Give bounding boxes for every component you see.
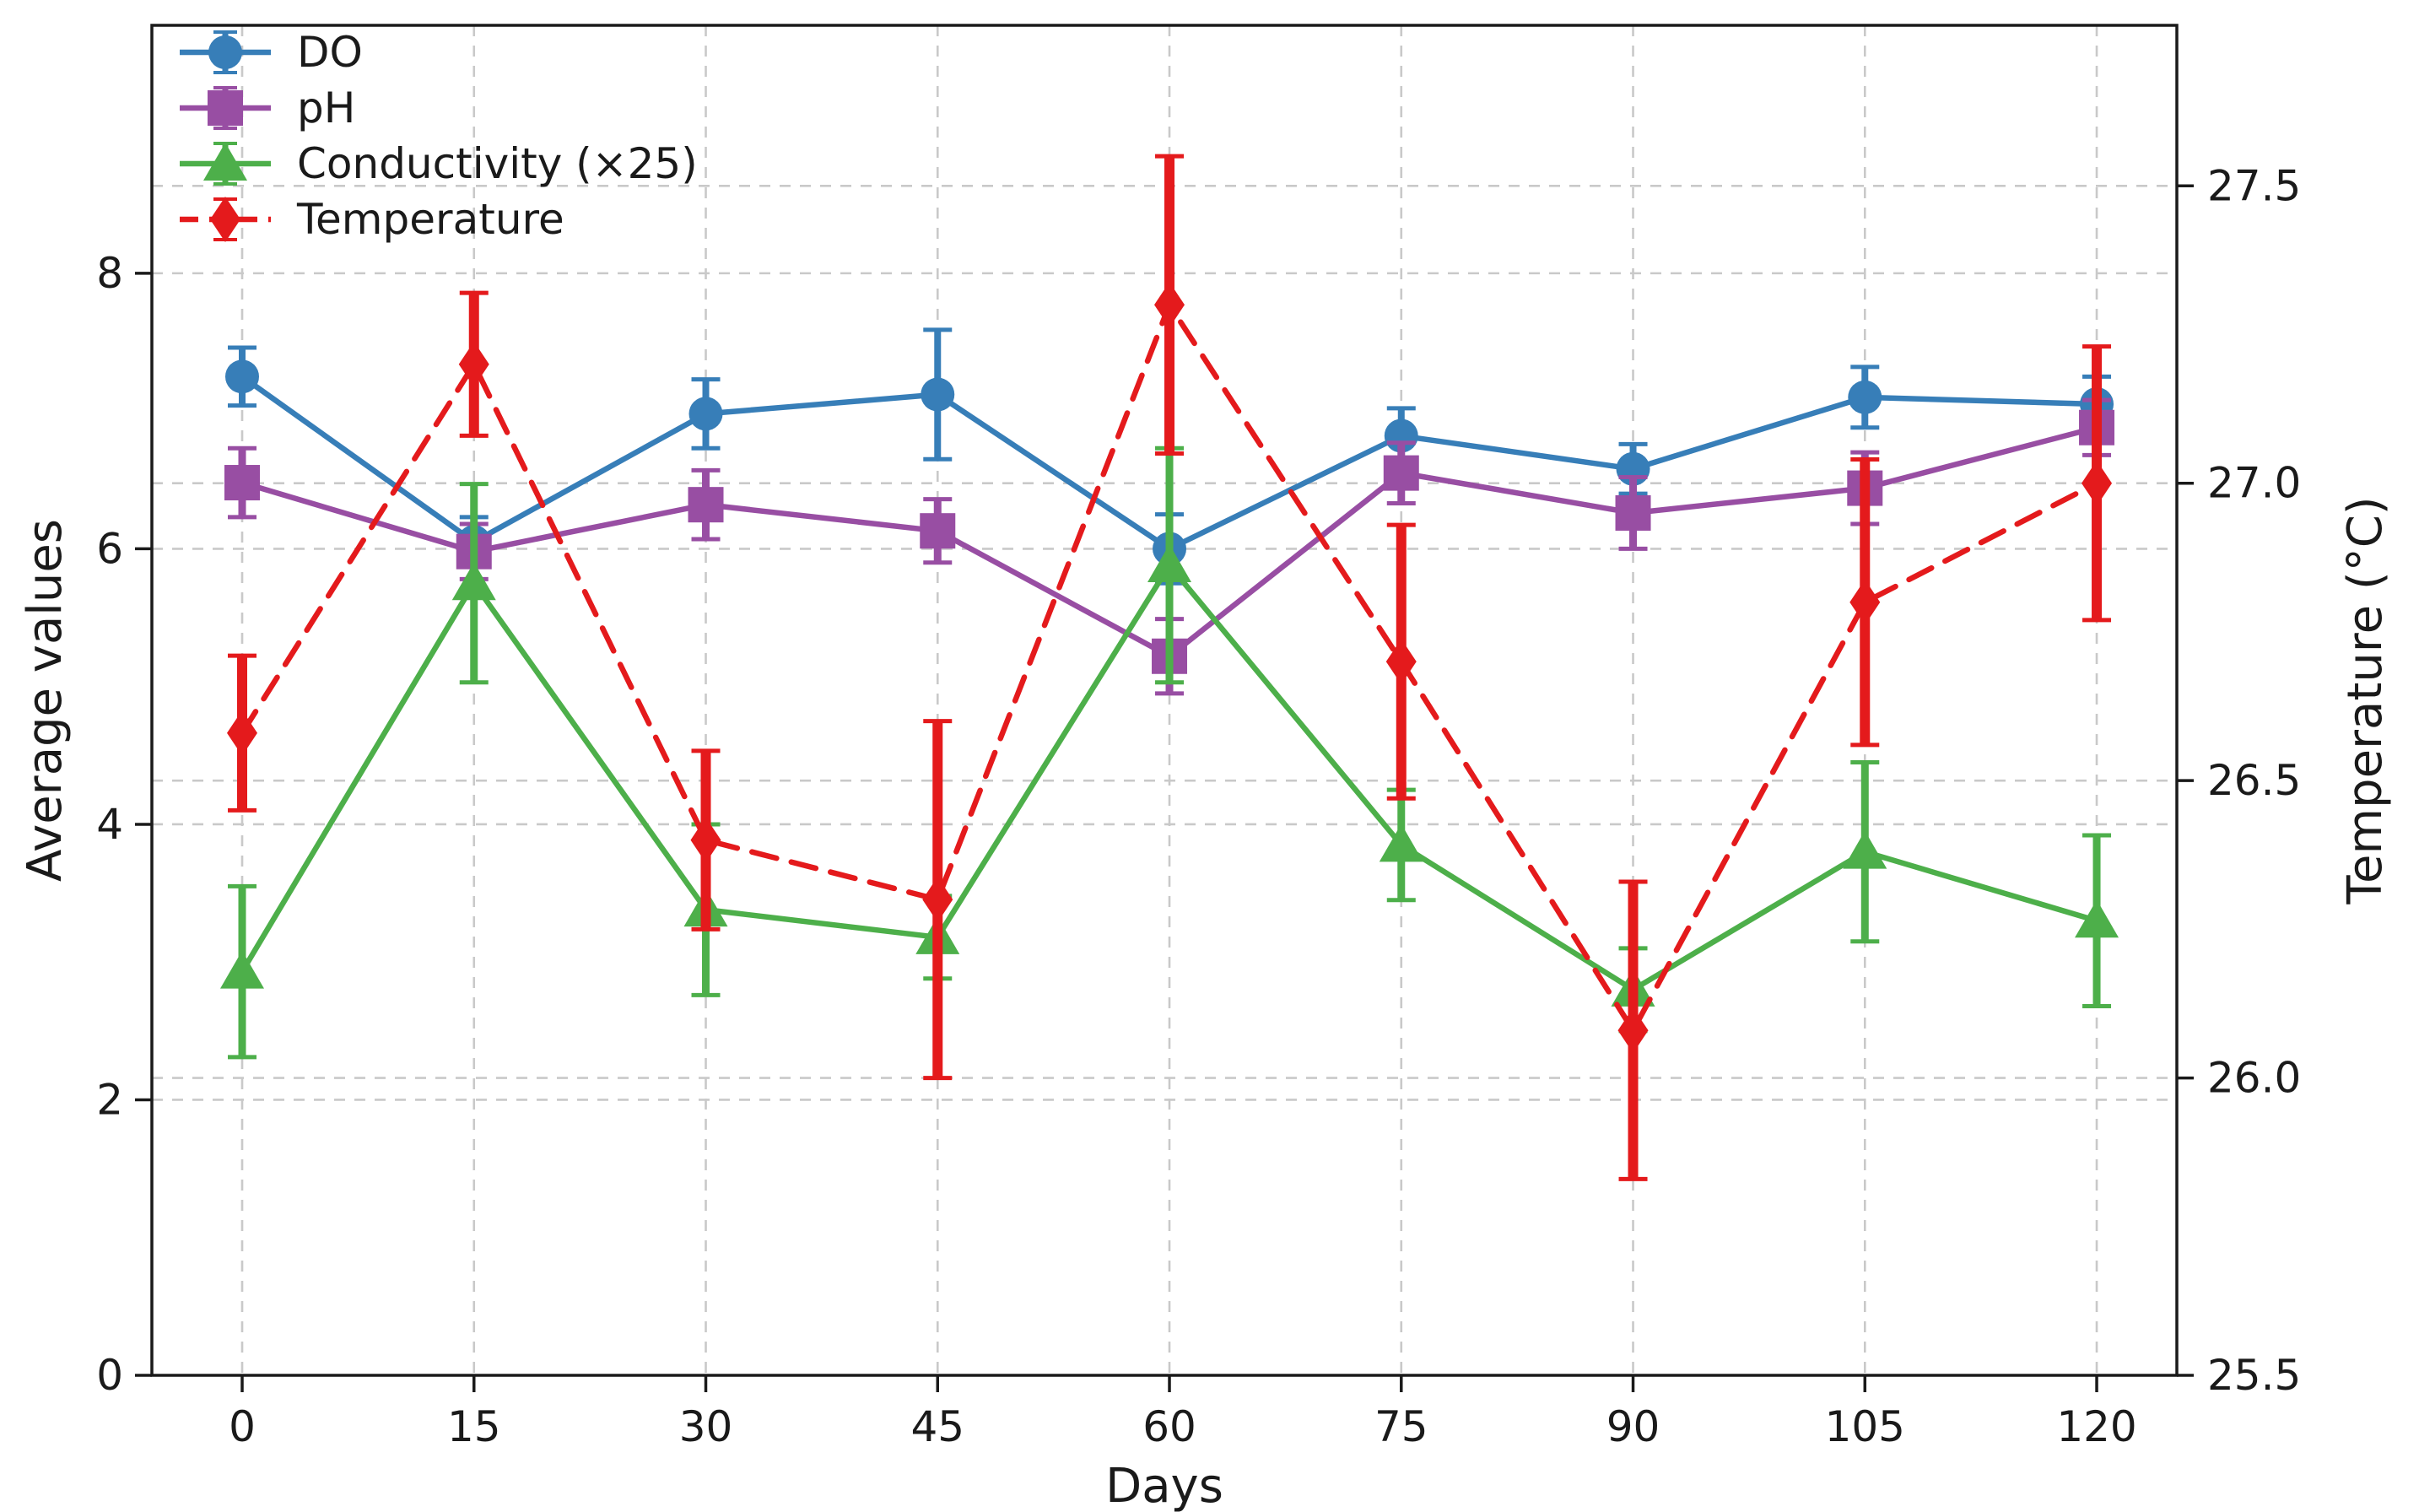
legend-label: Conductivity (×25) (297, 139, 698, 188)
x-axis: 0 15 30 45 60 75 90 105 120 Days (229, 1375, 2137, 1512)
legend-item-do: DO (180, 28, 363, 77)
x-tick-label: 105 (1825, 1402, 1905, 1451)
square-marker (1383, 455, 1419, 491)
legend-label: pH (297, 84, 355, 132)
diamond-marker (210, 197, 240, 242)
diamond-marker (1849, 579, 1881, 625)
triangle-marker (1147, 544, 1192, 582)
diamond-marker (1617, 1007, 1649, 1054)
x-tick-label: 30 (679, 1402, 733, 1451)
y-left-tick-label: 2 (96, 1075, 123, 1124)
legend: DO pH Conductivity (×25) Temperature (180, 28, 698, 244)
x-tick-label: 15 (447, 1402, 501, 1451)
y-axis-left-title: Average values (18, 519, 73, 882)
x-axis-title: Days (1105, 1459, 1223, 1512)
triangle-marker (1379, 824, 1423, 862)
series-temperature (227, 154, 2113, 1181)
circle-marker (208, 35, 242, 69)
square-marker (224, 465, 260, 501)
square-marker (920, 513, 956, 549)
y-axis-right-title: Temperature (°C) (2338, 496, 2393, 904)
y-right-tick-label: 26.0 (2207, 1054, 2301, 1103)
diamond-marker (690, 817, 721, 863)
legend-item-ph: pH (180, 84, 355, 132)
y-left-tick-label: 8 (96, 249, 123, 298)
diamond-marker (458, 341, 489, 387)
y-left-tick-label: 4 (96, 800, 123, 849)
triangle-marker (220, 950, 264, 989)
y-left-tick-label: 0 (96, 1351, 123, 1400)
circle-marker (1848, 380, 1882, 414)
legend-item-conductivity-25-: Conductivity (×25) (180, 139, 698, 188)
x-tick-label: 60 (1142, 1402, 1196, 1451)
y-left-tick-label: 6 (96, 524, 123, 573)
x-tick-label: 0 (229, 1402, 256, 1451)
diamond-marker (922, 877, 953, 923)
triangle-marker (1843, 830, 1887, 869)
y-right-tick-label: 25.5 (2207, 1351, 2301, 1400)
legend-label: Temperature (296, 195, 564, 244)
circle-marker (225, 359, 259, 394)
circle-marker (921, 377, 955, 412)
square-marker (208, 90, 243, 126)
triangle-marker (451, 562, 496, 601)
diamond-marker (1154, 282, 1185, 328)
diamond-marker (227, 710, 257, 756)
legend-label: DO (297, 28, 363, 77)
triangle-marker (203, 143, 247, 181)
y-right-tick-label: 26.5 (2207, 756, 2301, 805)
diamond-marker (2082, 460, 2113, 506)
circle-marker (688, 397, 723, 431)
square-marker (1615, 494, 1651, 531)
legend-item-temperature: Temperature (180, 195, 564, 244)
x-tick-label: 75 (1374, 1402, 1428, 1451)
triangle-marker (2075, 899, 2119, 938)
y-axis-right: 25.5 26.0 26.5 27.0 27.5 Temperature (°C) (2177, 161, 2393, 1400)
x-tick-label: 120 (2056, 1402, 2136, 1451)
x-tick-label: 90 (1606, 1402, 1660, 1451)
x-tick-label: 45 (910, 1402, 964, 1451)
diamond-marker (1385, 639, 1417, 685)
y-right-tick-label: 27.5 (2207, 161, 2301, 210)
y-axis-left: 0 2 4 6 8 Average values (18, 249, 152, 1400)
square-marker (688, 487, 724, 523)
y-right-tick-label: 27.0 (2207, 459, 2301, 508)
axes-spines (150, 24, 2179, 1377)
